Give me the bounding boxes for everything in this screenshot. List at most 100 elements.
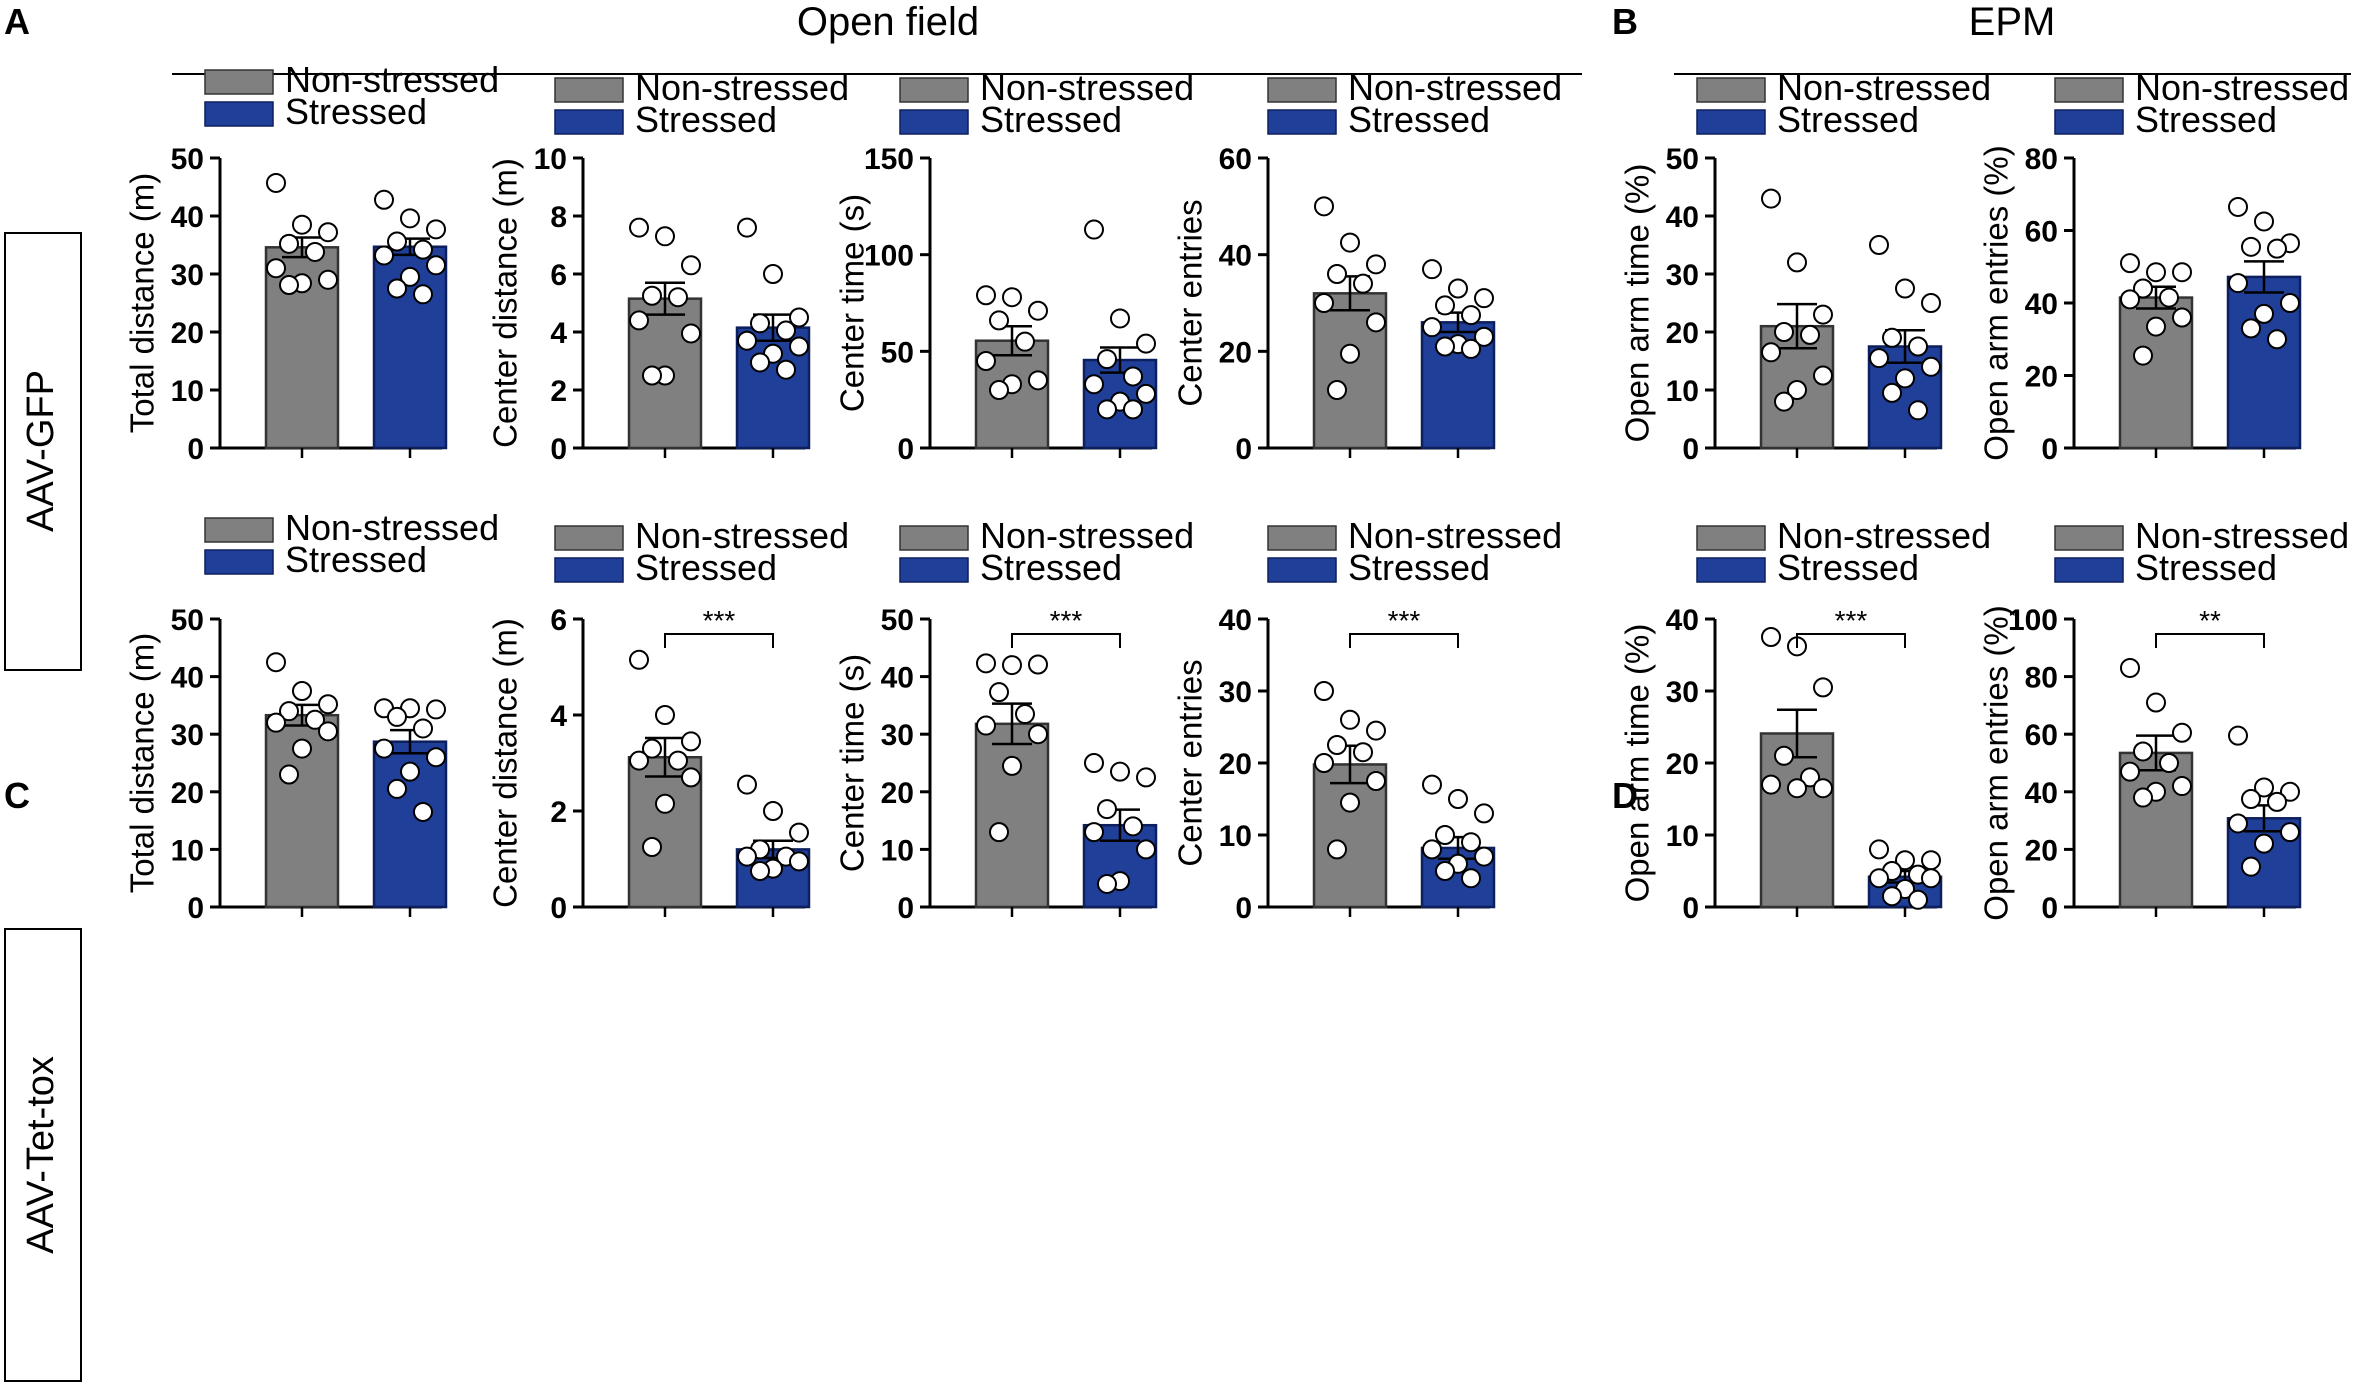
data-point	[1908, 889, 1928, 910]
data-point	[1028, 654, 1048, 675]
y-tick-label: 10	[1666, 820, 1699, 853]
legend-label-non-stressed: Non-stressed	[1348, 67, 1562, 108]
y-tick-label: 4	[550, 700, 567, 733]
significance-label: ***	[1050, 605, 1083, 636]
y-axis-label: Center entries	[1172, 199, 1209, 406]
data-point	[387, 278, 407, 299]
data-point	[2172, 722, 2192, 743]
legend-swatch-stressed	[2054, 557, 2124, 583]
data-point	[266, 172, 286, 193]
data-point	[318, 222, 338, 243]
significance-label: ***	[1835, 605, 1868, 636]
data-point	[2267, 329, 2287, 350]
data-point	[2120, 761, 2140, 782]
data-point	[1895, 850, 1915, 871]
data-point	[1774, 745, 1794, 766]
data-point	[789, 336, 809, 357]
data-point	[1787, 778, 1807, 799]
data-point	[413, 801, 433, 822]
data-point	[1340, 792, 1360, 813]
data-point	[1774, 322, 1794, 342]
data-point	[2228, 196, 2248, 217]
y-tick-label: 40	[2025, 777, 2058, 810]
y-tick-label: 20	[881, 777, 914, 810]
data-point	[292, 681, 312, 701]
data-point	[318, 269, 338, 290]
data-point	[374, 189, 394, 210]
legend-label-non-stressed: Non-stressed	[635, 515, 849, 556]
data-point	[2133, 345, 2153, 366]
panel-label-b: B	[1612, 1, 1638, 42]
data-point	[1474, 846, 1494, 867]
data-point	[2159, 753, 2179, 773]
data-point	[1869, 839, 1889, 860]
data-point	[1314, 196, 1334, 217]
data-point	[1015, 331, 1035, 352]
legend-label-stressed: Stressed	[2135, 547, 2277, 588]
significance-bracket	[2155, 633, 2265, 648]
y-tick-label: 0	[1682, 892, 1699, 925]
data-point	[1136, 333, 1156, 354]
data-point	[681, 767, 701, 788]
data-point	[2133, 787, 2153, 808]
data-point	[426, 255, 446, 276]
data-point	[2133, 278, 2153, 299]
data-point	[655, 793, 675, 814]
data-point	[642, 738, 662, 759]
legend-swatch-stressed	[204, 549, 274, 575]
significance-label: ***	[703, 605, 736, 636]
data-point	[776, 320, 796, 341]
y-tick-label: 6	[550, 604, 567, 637]
significance-bracket	[1796, 633, 1906, 648]
legend-swatch-stressed	[899, 109, 969, 135]
data-point	[655, 705, 675, 725]
legend-swatch-stressed	[1696, 557, 1766, 583]
data-point	[1366, 771, 1386, 791]
data-point	[1882, 327, 1902, 348]
y-axis-label: Total distance (m)	[124, 633, 161, 893]
data-point	[387, 778, 407, 799]
y-tick-label: 10	[171, 375, 204, 408]
data-point	[426, 699, 446, 720]
data-point	[1015, 704, 1035, 725]
y-tick-label: 40	[1666, 201, 1699, 234]
y-tick-label: 80	[2025, 143, 2058, 176]
data-point	[1327, 264, 1347, 284]
data-point	[642, 837, 662, 857]
data-point	[1474, 288, 1494, 309]
data-point	[1761, 627, 1781, 647]
y-tick-label: 100	[864, 240, 914, 273]
data-point	[1422, 839, 1442, 860]
data-point	[1921, 293, 1941, 313]
data-point	[750, 352, 770, 373]
y-axis-label: Open arm time (%)	[1619, 164, 1656, 443]
y-axis-label: Center time (s)	[834, 194, 871, 412]
data-point	[989, 822, 1009, 843]
y-tick-label: 100	[2008, 604, 2058, 637]
data-point	[763, 264, 783, 284]
legend-label-stressed: Stressed	[285, 539, 427, 580]
data-point	[2280, 781, 2300, 802]
data-point	[1028, 370, 1048, 391]
significance-bracket	[664, 633, 774, 648]
legend-label-stressed: Stressed	[2135, 99, 2277, 140]
legend-swatch-non-stressed	[1696, 525, 1766, 551]
data-point	[279, 701, 299, 722]
data-point	[789, 307, 809, 328]
data-point	[2120, 289, 2140, 310]
data-point	[1761, 774, 1781, 795]
data-point	[750, 861, 770, 881]
legend-label-stressed: Stressed	[635, 99, 777, 140]
data-point	[976, 285, 996, 306]
data-point	[2228, 725, 2248, 746]
legend-swatch-non-stressed	[204, 517, 274, 543]
legend-swatch-stressed	[1267, 557, 1337, 583]
data-point	[2172, 307, 2192, 328]
data-point	[1800, 324, 1820, 345]
data-point	[1314, 293, 1334, 313]
data-point	[413, 718, 433, 739]
significance-label: ***	[1388, 605, 1421, 636]
